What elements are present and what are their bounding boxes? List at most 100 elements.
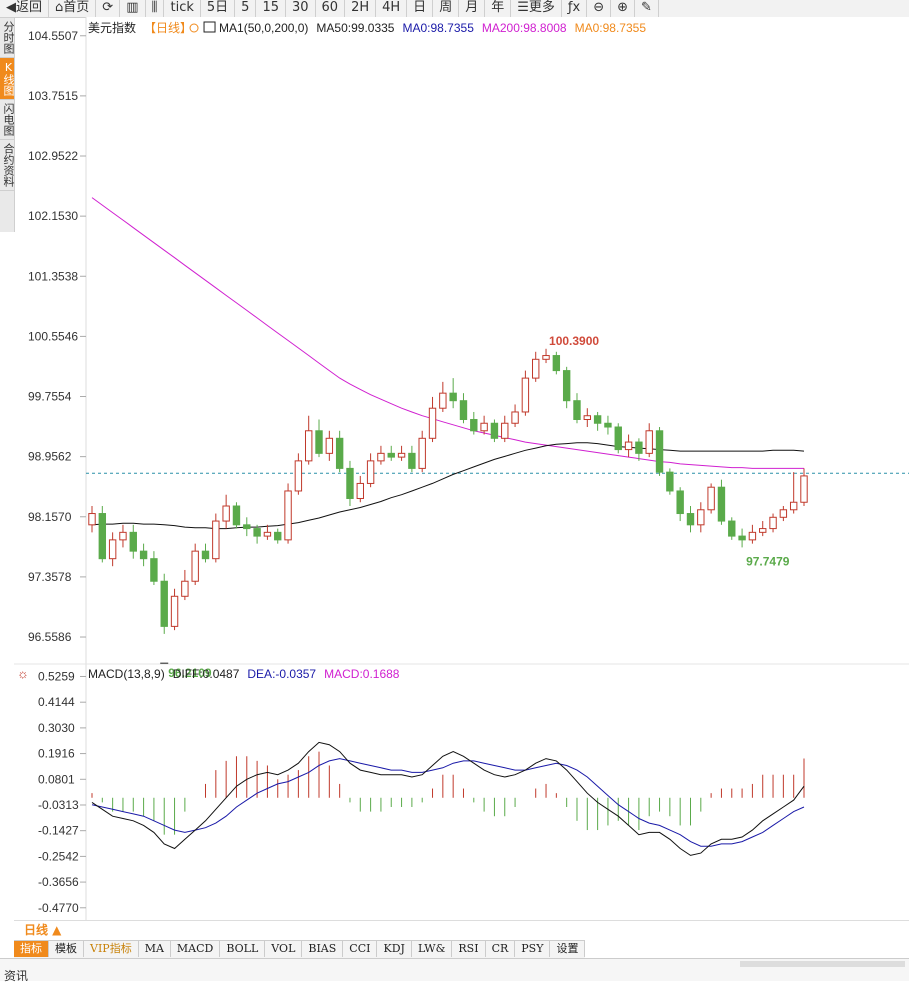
indicator-tab-5[interactable]: BOLL [220, 941, 266, 957]
indicator-tab-0[interactable]: 指标 [14, 941, 49, 957]
formula-icon: ƒx [567, 0, 581, 15]
toolbar-button-14[interactable]: 周 [433, 0, 460, 17]
macd-legend-title: MACD(13,8,9) [88, 667, 165, 681]
indicator-tab-13[interactable]: PSY [515, 941, 551, 957]
candle-body [294, 460, 303, 492]
macd-tick-label: -0.0313 [38, 798, 79, 812]
toolbar-label: 年 [491, 0, 505, 15]
candle-body [181, 580, 189, 597]
candle-body [604, 422, 612, 428]
toolbar-label: 日 [413, 0, 427, 15]
sidebar-tab-1[interactable]: K线图 [0, 58, 15, 100]
candle-body [253, 528, 261, 537]
toolbar-button-15[interactable]: 月 [459, 0, 486, 17]
price-tick-label: 99.7554 [28, 390, 72, 404]
candle-body [397, 452, 406, 458]
back-icon: ◀ [6, 0, 16, 15]
macd-tick-label: 0.0801 [38, 772, 75, 786]
candle-body [511, 411, 519, 424]
indicator-tab-3[interactable]: MA [139, 941, 171, 957]
candle-body [459, 400, 468, 420]
price-tick-label: 101.3538 [28, 269, 78, 283]
sidebar-tab-2[interactable]: 闪电图 [0, 100, 15, 140]
toolbar-button-13[interactable]: 日 [407, 0, 434, 17]
candle-body [201, 550, 210, 560]
indicator-tab-8[interactable]: CCI [343, 941, 378, 957]
toolbar-button-11[interactable]: 2H [345, 0, 377, 17]
toolbar-label: 5 [241, 0, 250, 15]
sidebar-tab-3[interactable]: 合约资料 [0, 140, 15, 191]
candle-body [191, 550, 199, 582]
candle-body [418, 437, 426, 469]
candle-body [769, 516, 777, 530]
candle-body [645, 430, 653, 454]
toolbar-button-10[interactable]: 60 [316, 0, 346, 17]
toolbar-button-5[interactable]: tick [164, 0, 201, 17]
legend-ma0: MA0:98.7355 [402, 21, 474, 35]
macd-tick-label: 0.5259 [38, 669, 75, 683]
toolbar-button-8[interactable]: 15 [256, 0, 286, 17]
menu-icon: ☰ [517, 0, 529, 15]
candle-body [315, 430, 323, 454]
candle-body [532, 358, 540, 379]
indicator-tab-10[interactable]: LW& [412, 941, 453, 957]
ma50-line [91, 442, 805, 530]
indicator-tab-2[interactable]: VIP指标 [84, 941, 139, 957]
candle-body [212, 520, 220, 560]
indicator-tab-11[interactable]: RSI [452, 941, 486, 957]
toolbar-button-19[interactable]: ⊖ [587, 0, 612, 17]
toolbar-button-0[interactable]: ◀返回 [0, 0, 50, 17]
toolbar-button-6[interactable]: 5日 [201, 0, 236, 17]
macd-tick-label: 0.3030 [38, 721, 75, 735]
toolbar-button-1[interactable]: ⌂首页 [49, 0, 97, 17]
indicator-tab-9[interactable]: KDJ [377, 941, 412, 957]
toolbar-button-21[interactable]: ✎ [635, 0, 659, 17]
candle-body [624, 441, 633, 451]
indicator-tabs: 指标 模板 VIP指标 MA MACD BOLL VOL BIAS CCI KDJ LW& RSI CR… [14, 940, 586, 958]
toolbar-button-4[interactable]: ⫼ [146, 0, 165, 17]
bar-chart-icon: ▥ [126, 0, 139, 15]
candle-body [470, 418, 478, 432]
candle-body [325, 437, 334, 454]
indicator-tab-14[interactable]: 设置 [550, 941, 586, 957]
candle-body [356, 482, 364, 499]
period-button[interactable]: 日线 ▲ [14, 921, 72, 939]
indicator-tab-12[interactable]: CR [486, 941, 516, 957]
toolbar-button-3[interactable]: ▥ [120, 0, 146, 17]
candle-body [738, 535, 746, 541]
indicator-tab-1[interactable]: 模板 [49, 941, 84, 957]
legend-ma200: MA200:98.8008 [482, 21, 567, 35]
toolbar-button-12[interactable]: 4H [376, 0, 408, 17]
candle-body [304, 430, 313, 462]
macd-tick-label: -0.1427 [38, 824, 79, 838]
toolbar-label: 返回 [16, 0, 43, 15]
candle-body [129, 531, 137, 552]
toolbar-button-7[interactable]: 5 [235, 0, 257, 17]
candle-body [335, 437, 344, 469]
refresh-icon: ⟳ [102, 0, 114, 15]
toolbar-label: 60 [321, 0, 339, 15]
candle-body [150, 558, 158, 582]
candle-body [366, 460, 375, 484]
toolbar-label: 30 [291, 0, 309, 15]
toolbar-button-16[interactable]: 年 [485, 0, 512, 17]
candle-body [728, 520, 736, 537]
status-scrollbar[interactable] [740, 961, 905, 967]
toolbar-button-2[interactable]: ⟳ [96, 0, 121, 17]
price-tick-label: 97.3578 [28, 570, 72, 584]
sidebar-tab-0[interactable]: 分时图 [0, 18, 15, 58]
toolbar-button-17[interactable]: ☰更多 [511, 0, 562, 17]
indicator-tab-7[interactable]: BIAS [302, 941, 344, 957]
toolbar: ◀返回 ⌂首页 ⟳ ▥ ⫼ tick 5日 5 15 30 60 2H 4H 日周月年 ☰更多 ƒx ⊖ ⊕ ✎ [0, 0, 909, 18]
candle-body [480, 422, 488, 432]
toolbar-button-18[interactable]: ƒx [562, 0, 588, 17]
indicator-tab-4[interactable]: MACD [171, 941, 221, 957]
toolbar-button-20[interactable]: ⊕ [611, 0, 635, 17]
candle-body [676, 490, 684, 515]
toolbar-label: 月 [465, 0, 479, 15]
price-tick-label: 102.1530 [28, 209, 78, 223]
ma200-line [91, 197, 804, 469]
toolbar-button-9[interactable]: 30 [286, 0, 316, 17]
indicator-tab-6[interactable]: VOL [265, 941, 303, 957]
news-tab[interactable]: 资讯 [4, 969, 29, 983]
